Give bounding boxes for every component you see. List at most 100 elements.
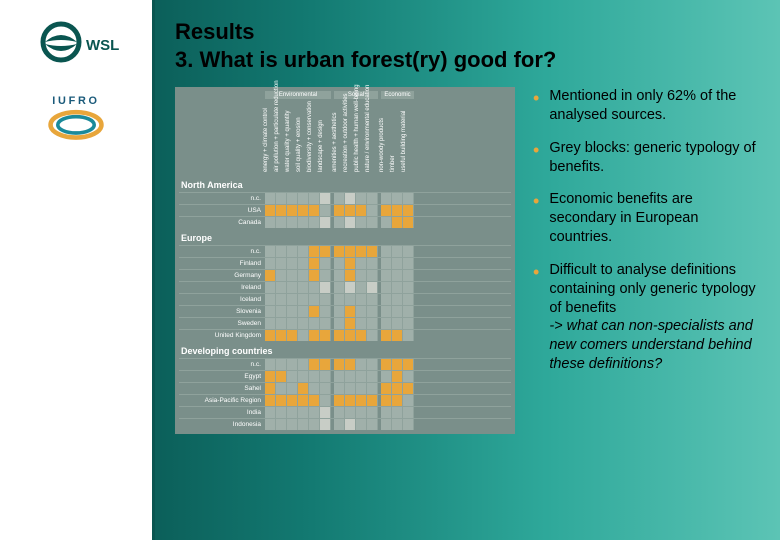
matrix-cell	[367, 407, 378, 418]
table-row: n.c.	[179, 358, 511, 370]
matrix-cell	[367, 205, 378, 216]
matrix-cell	[276, 270, 287, 281]
matrix-cell	[367, 193, 378, 204]
matrix-cell	[309, 258, 320, 269]
matrix-cell	[381, 294, 392, 305]
matrix-cell	[381, 258, 392, 269]
matrix-cell	[392, 407, 403, 418]
matrix-cell	[287, 258, 298, 269]
matrix-cell	[298, 258, 309, 269]
row-label: Sahel	[179, 385, 265, 392]
matrix-cell	[320, 383, 331, 394]
matrix-cell	[265, 270, 276, 281]
logo-sidebar: WSL IUFRO	[0, 0, 155, 540]
matrix-cell	[334, 246, 345, 257]
matrix-cell	[298, 419, 309, 430]
matrix-cell	[334, 330, 345, 341]
matrix-cell	[345, 258, 356, 269]
matrix-cell	[276, 383, 287, 394]
matrix-cell	[309, 193, 320, 204]
matrix-cell	[265, 193, 276, 204]
matrix-cell	[265, 371, 276, 382]
matrix-cell	[403, 330, 414, 341]
matrix-cell	[309, 419, 320, 430]
matrix-cell	[320, 217, 331, 228]
matrix-cell	[403, 270, 414, 281]
bullet-4: Difficult to analyse definitions contain…	[533, 261, 760, 374]
matrix-cell	[265, 217, 276, 228]
matrix-cell	[403, 306, 414, 317]
matrix-cell	[265, 246, 276, 257]
matrix-cell	[381, 371, 392, 382]
matrix-cell	[392, 395, 403, 406]
matrix-cell	[287, 282, 298, 293]
matrix-cell	[392, 371, 403, 382]
matrix-cell	[265, 359, 276, 370]
matrix-cell	[367, 419, 378, 430]
matrix-cell	[309, 330, 320, 341]
matrix-cell	[320, 193, 331, 204]
matrix-cell	[309, 383, 320, 394]
matrix-cell	[356, 359, 367, 370]
matrix-cell	[309, 407, 320, 418]
matrix-cell	[276, 359, 287, 370]
row-label: Germany	[179, 272, 265, 279]
wsl-text: WSL	[86, 37, 119, 54]
matrix-cell	[381, 282, 392, 293]
row-label: United Kingdom	[179, 332, 265, 339]
matrix-cell	[287, 306, 298, 317]
table-row: Egypt	[179, 370, 511, 382]
matrix-cell	[367, 395, 378, 406]
matrix-cell	[345, 205, 356, 216]
matrix-cell	[309, 359, 320, 370]
col-header: nature / environmental education	[365, 85, 371, 172]
matrix-cell	[356, 205, 367, 216]
matrix-cell	[367, 270, 378, 281]
matrix-cell	[356, 383, 367, 394]
svg-text:IUFRO: IUFRO	[52, 95, 100, 107]
col-header: public health + human well-being	[354, 84, 360, 172]
col-header: biodiversity + conservation	[307, 101, 313, 172]
matrix-cell	[381, 407, 392, 418]
matrix-cell	[356, 258, 367, 269]
matrix-cell	[356, 246, 367, 257]
row-label: Ireland	[179, 284, 265, 291]
matrix-cell	[287, 419, 298, 430]
matrix-cell	[265, 383, 276, 394]
matrix-cell	[345, 395, 356, 406]
matrix-cell	[265, 258, 276, 269]
matrix-cell	[320, 270, 331, 281]
row-label: Asia-Pacific Region	[179, 397, 265, 404]
matrix-cell	[334, 258, 345, 269]
slide-title: Results 3. What is urban forest(ry) good…	[175, 18, 760, 73]
matrix-cell	[367, 282, 378, 293]
col-header: energy + climate control	[263, 108, 269, 172]
matrix-cell	[356, 282, 367, 293]
matrix-cell	[309, 282, 320, 293]
region-label: Europe	[179, 228, 511, 245]
matrix-cell	[334, 395, 345, 406]
matrix-cell	[403, 407, 414, 418]
row-label: India	[179, 409, 265, 416]
matrix-cell	[403, 205, 414, 216]
row-label: n.c.	[179, 361, 265, 368]
matrix-cell	[265, 419, 276, 430]
title-line1: Results	[175, 19, 254, 44]
matrix-cell	[403, 371, 414, 382]
row-label: USA	[179, 207, 265, 214]
iufro-logo: IUFRO	[26, 93, 126, 143]
matrix-cell	[334, 318, 345, 329]
row-label: Canada	[179, 219, 265, 226]
matrix-cell	[392, 330, 403, 341]
matrix-cell	[320, 318, 331, 329]
matrix-cell	[334, 205, 345, 216]
matrix-cell	[345, 318, 356, 329]
matrix-cell	[276, 258, 287, 269]
table-row: Finland	[179, 257, 511, 269]
matrix-cell	[403, 193, 414, 204]
matrix-cell	[334, 419, 345, 430]
matrix-cell	[276, 407, 287, 418]
matrix-cell	[345, 282, 356, 293]
matrix-cell	[403, 395, 414, 406]
matrix-cell	[367, 217, 378, 228]
